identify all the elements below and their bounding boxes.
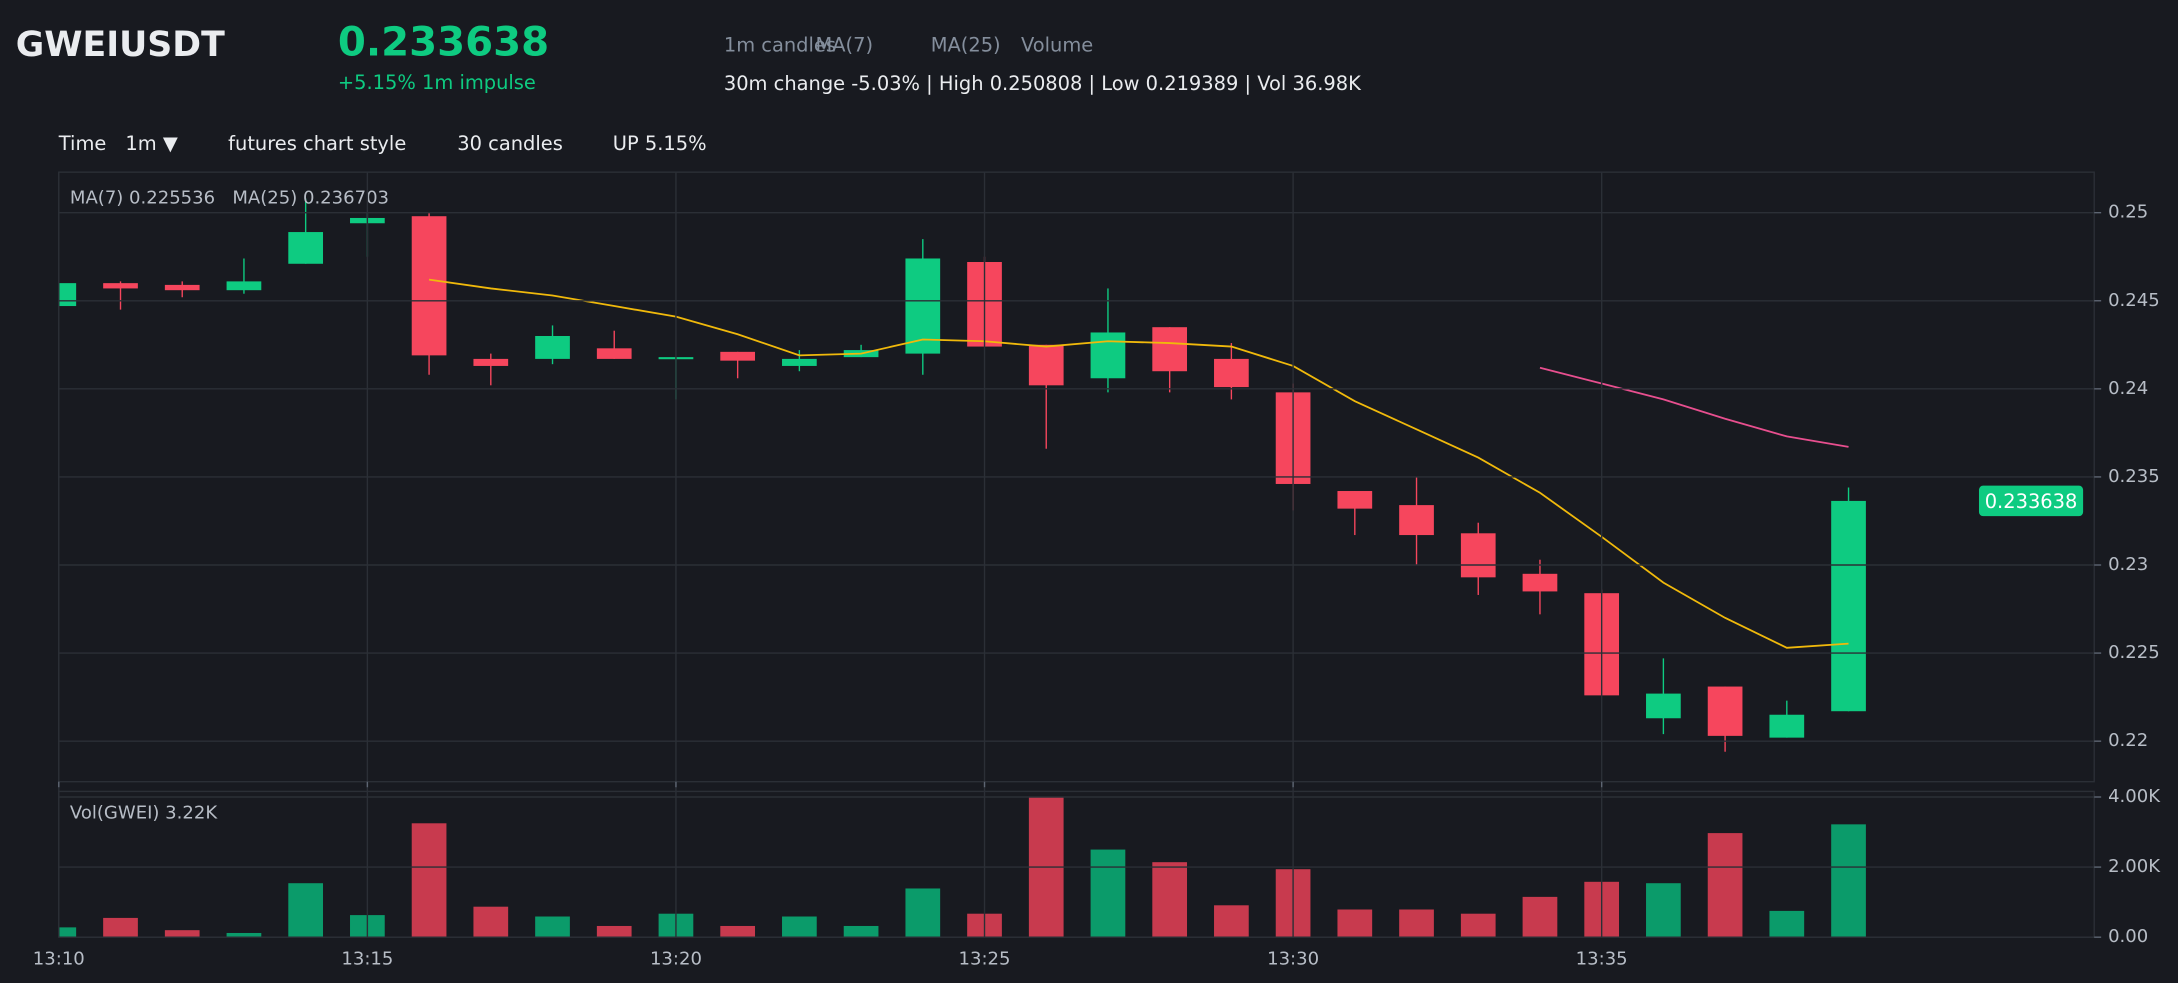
indicator[interactable]: MA(25) [931,33,1001,56]
volume-bar [720,925,756,938]
candle-body [1337,491,1373,509]
volume-bar [1214,905,1249,938]
volume-bar [288,883,324,938]
candle-body [411,216,447,356]
candle-body [1646,693,1681,719]
volume-bar [164,930,200,938]
candle-body [1460,533,1496,578]
ma-legend: MA(25) 0.236703 [232,188,389,209]
volume-bar [1707,833,1743,938]
volume-bar [411,823,447,938]
candle-body [535,335,570,359]
y-tick-label: 2.00K [2108,856,2161,877]
y-tick-label: 0.23 [2108,554,2148,575]
y-tick-label: 0.00 [2108,926,2148,947]
y-tick-label: 0.245 [2108,290,2160,311]
x-tick-label: 13:15 [341,948,393,969]
volume-bar [782,916,817,938]
price-tag [1978,485,2084,517]
candle-body [103,283,138,289]
candle-body [473,358,509,366]
candle-body [164,284,200,291]
candle-body [782,358,817,366]
candle-body [1090,332,1126,379]
candle-body [1399,505,1434,536]
change: +5.15% 1m impulse [338,71,536,94]
candle-body [596,348,632,359]
x-tick-label: 13:35 [1576,948,1628,969]
volume-bar [1769,910,1805,938]
volume-bar [58,927,77,938]
volume-bar [535,916,570,938]
volume-bar [1337,909,1373,938]
trend-badge: UP 5.15% [613,132,707,155]
indicator[interactable]: 1m candles [724,33,836,56]
candle-body [288,232,324,264]
volume-bar [1152,862,1188,938]
volume-bar [843,925,879,938]
candle-body [1831,500,1866,712]
indicator[interactable]: Volume [1021,33,1093,56]
volume-bar [1646,883,1681,938]
candle-body [1707,686,1743,736]
candle-body [1522,573,1558,592]
symbol: GWEIUSDT [16,25,225,65]
x-tick-label: 13:20 [650,948,702,969]
candle-body [1152,327,1188,372]
price-tag-label: 0.233638 [1985,490,2078,513]
volume-bar [473,906,509,938]
candles-button[interactable]: 30 candles [457,132,563,155]
price: 0.233638 [338,19,549,65]
stats: 30m change -5.03% | High 0.250808 | Low … [724,72,1362,95]
x-tick-label: 13:10 [33,948,85,969]
candle-body [905,258,941,354]
interval-select[interactable]: 1m ▼ [125,132,177,155]
volume-bar [1831,824,1866,938]
y-tick-label: 0.225 [2108,642,2160,663]
indicator[interactable]: MA(7) [815,33,873,56]
volume-bar [596,925,632,938]
y-tick-label: 0.25 [2108,202,2148,223]
ma-legend: MA(7) 0.225536 [70,188,215,209]
volume-bar [1399,909,1434,938]
volume-bar [226,932,262,938]
volume-title: Vol(GWEI) 3.22K [70,803,218,824]
toolbar-label: Time [58,132,107,155]
y-tick-label: 4.00K [2108,786,2161,807]
x-tick-label: 13:25 [959,948,1011,969]
y-tick-label: 0.22 [2108,730,2148,751]
volume-bar [103,917,138,938]
candle-body [1769,714,1805,738]
style-button[interactable]: futures chart style [228,132,406,155]
candle-body [1028,344,1064,386]
volume-bar [1090,849,1126,938]
candle-body [226,281,262,291]
volume-bar [905,888,941,938]
candle-body [1214,358,1249,388]
x-tick-label: 13:30 [1267,948,1319,969]
ma-line [1539,366,1849,448]
volume-bar [1460,913,1496,938]
y-tick-label: 0.235 [2108,466,2160,487]
ma-line [428,278,1849,649]
y-tick-label: 0.24 [2108,378,2148,399]
volume-bar [1522,896,1558,938]
candle-body [720,351,756,361]
